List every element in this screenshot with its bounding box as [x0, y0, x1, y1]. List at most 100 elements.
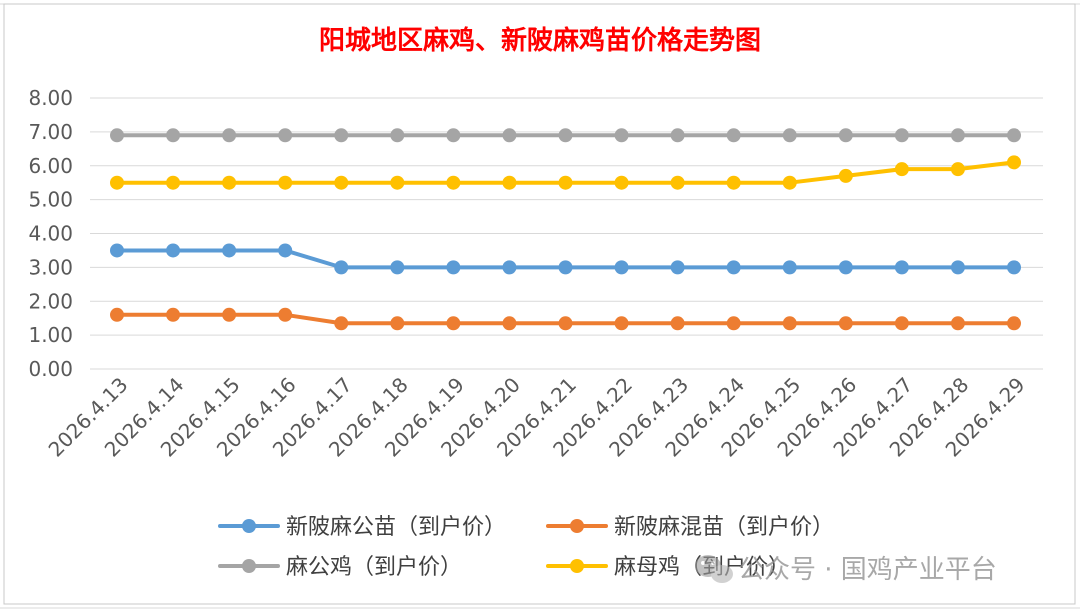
series-layer — [110, 128, 1021, 331]
data-point — [894, 162, 909, 177]
data-point — [726, 316, 741, 331]
data-point — [838, 260, 853, 275]
data-point — [334, 175, 349, 190]
legend-swatch-marker — [570, 519, 584, 533]
data-point — [782, 128, 797, 143]
data-point — [446, 175, 461, 190]
y-axis-tick-labels: 0.00 1.00 2.00 3.00 4.00 5.00 6.00 7.00 8.00 — [28, 86, 73, 381]
data-point — [894, 316, 909, 331]
data-point — [390, 260, 405, 275]
data-point — [502, 175, 517, 190]
data-point — [614, 128, 629, 143]
data-point — [838, 168, 853, 183]
y-tick-label: 7.00 — [28, 120, 73, 144]
data-point — [950, 316, 965, 331]
chart-border — [3, 3, 1076, 605]
data-point — [222, 243, 237, 258]
watermark: 公众号 · 国鸡产业平台 — [695, 555, 997, 585]
data-point — [278, 307, 293, 322]
data-point — [1007, 316, 1021, 331]
data-point — [166, 307, 181, 322]
wechat-icon — [695, 555, 733, 583]
data-point — [110, 243, 124, 258]
data-point — [950, 128, 965, 143]
data-point — [558, 175, 573, 190]
data-point — [670, 128, 685, 143]
data-point — [726, 175, 741, 190]
data-point — [950, 162, 965, 177]
data-point — [278, 243, 293, 258]
watermark-text: 公众号 · 国鸡产业平台 — [738, 555, 997, 585]
legend-swatch-marker — [242, 559, 256, 573]
data-point — [446, 260, 461, 275]
data-point — [1007, 260, 1021, 275]
data-point — [558, 128, 573, 143]
chart-title: 阳城地区麻鸡、新陂麻鸡苗价格走势图 — [319, 25, 761, 56]
data-point — [726, 260, 741, 275]
data-point — [894, 260, 909, 275]
legend-item: 新陂麻公苗（到户价） — [218, 515, 506, 540]
data-point — [782, 316, 797, 331]
data-point — [950, 260, 965, 275]
legend-swatch-marker — [242, 519, 256, 533]
data-point — [614, 316, 629, 331]
data-point — [1007, 128, 1021, 143]
data-point — [558, 260, 573, 275]
y-tick-label: 0.00 — [28, 357, 73, 381]
data-point — [782, 260, 797, 275]
data-point — [838, 128, 853, 143]
data-point — [670, 316, 685, 331]
data-point — [222, 128, 237, 143]
data-point — [614, 260, 629, 275]
series-0 — [110, 243, 1021, 275]
series-1 — [110, 307, 1021, 331]
data-point — [334, 128, 349, 143]
data-point — [894, 128, 909, 143]
series-3 — [110, 155, 1021, 190]
data-point — [278, 128, 293, 143]
legend-item: 新陂麻混苗（到户价） — [546, 515, 834, 540]
x-axis-tick-labels: 2026.4.132026.4.142026.4.152026.4.162026… — [44, 373, 1030, 462]
data-point — [782, 175, 797, 190]
data-point — [670, 260, 685, 275]
data-point — [166, 175, 181, 190]
data-point — [334, 316, 349, 331]
data-point — [278, 175, 293, 190]
legend-label: 麻公鸡（到户价） — [286, 555, 462, 580]
legend: 新陂麻公苗（到户价）新陂麻混苗（到户价）麻公鸡（到户价）麻母鸡（到户价） — [218, 515, 834, 580]
data-point — [446, 128, 461, 143]
data-point — [110, 175, 124, 190]
data-point — [1007, 155, 1021, 170]
y-tick-label: 5.00 — [28, 188, 73, 212]
data-point — [166, 243, 181, 258]
data-point — [110, 128, 124, 143]
legend-label: 新陂麻混苗（到户价） — [614, 515, 834, 540]
data-point — [390, 175, 405, 190]
data-point — [334, 260, 349, 275]
y-tick-label: 6.00 — [28, 154, 73, 178]
legend-swatch-marker — [570, 559, 584, 573]
data-point — [670, 175, 685, 190]
data-point — [614, 175, 629, 190]
data-point — [166, 128, 181, 143]
data-point — [502, 260, 517, 275]
data-point — [390, 128, 405, 143]
y-tick-label: 4.00 — [28, 222, 73, 246]
y-tick-label: 3.00 — [28, 255, 73, 279]
legend-item: 麻公鸡（到户价） — [218, 555, 462, 580]
data-point — [502, 316, 517, 331]
data-point — [502, 128, 517, 143]
data-point — [446, 316, 461, 331]
data-point — [558, 316, 573, 331]
series-2 — [110, 128, 1021, 143]
legend-label: 新陂麻公苗（到户价） — [286, 515, 506, 540]
y-tick-label: 8.00 — [28, 86, 73, 110]
y-tick-label: 2.00 — [28, 289, 73, 313]
data-point — [222, 307, 237, 322]
data-point — [838, 316, 853, 331]
data-point — [110, 307, 124, 322]
data-point — [390, 316, 405, 331]
y-tick-label: 1.00 — [28, 323, 73, 347]
